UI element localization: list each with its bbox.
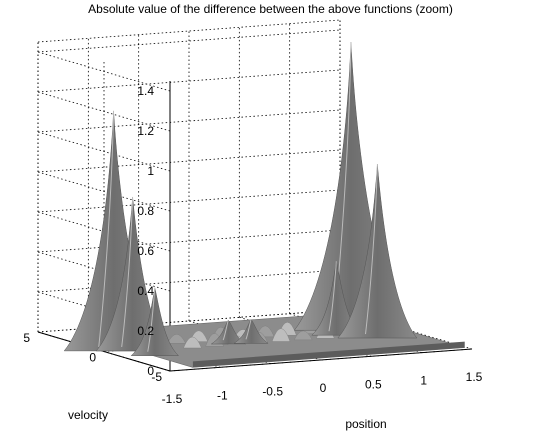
tick-label: 1 — [420, 374, 427, 388]
tick-label: -1 — [217, 388, 228, 402]
tick-label: 1.4 — [137, 84, 154, 98]
tick-label: 0.8 — [137, 204, 154, 218]
tick-label: 1 — [147, 164, 154, 178]
tick-label: -0.5 — [262, 385, 283, 399]
y-axis-label: velocity — [68, 408, 108, 422]
grid-line — [38, 20, 340, 42]
tick-label: -1.5 — [162, 392, 183, 406]
tick-label: 5 — [23, 331, 30, 345]
tick-label: 1.2 — [137, 124, 154, 138]
x-axis-label: position — [345, 417, 386, 431]
tick-label: 0.4 — [137, 284, 154, 298]
tick-label: -5 — [151, 370, 162, 384]
tick-label: 0 — [89, 351, 96, 365]
surface — [64, 42, 465, 367]
tick-label: 0.2 — [137, 324, 154, 338]
tick-label: 1.5 — [466, 370, 483, 384]
tick-label: 0.6 — [137, 244, 154, 258]
tick-label: 0.5 — [365, 377, 382, 391]
tick-label: 0 — [320, 381, 327, 395]
